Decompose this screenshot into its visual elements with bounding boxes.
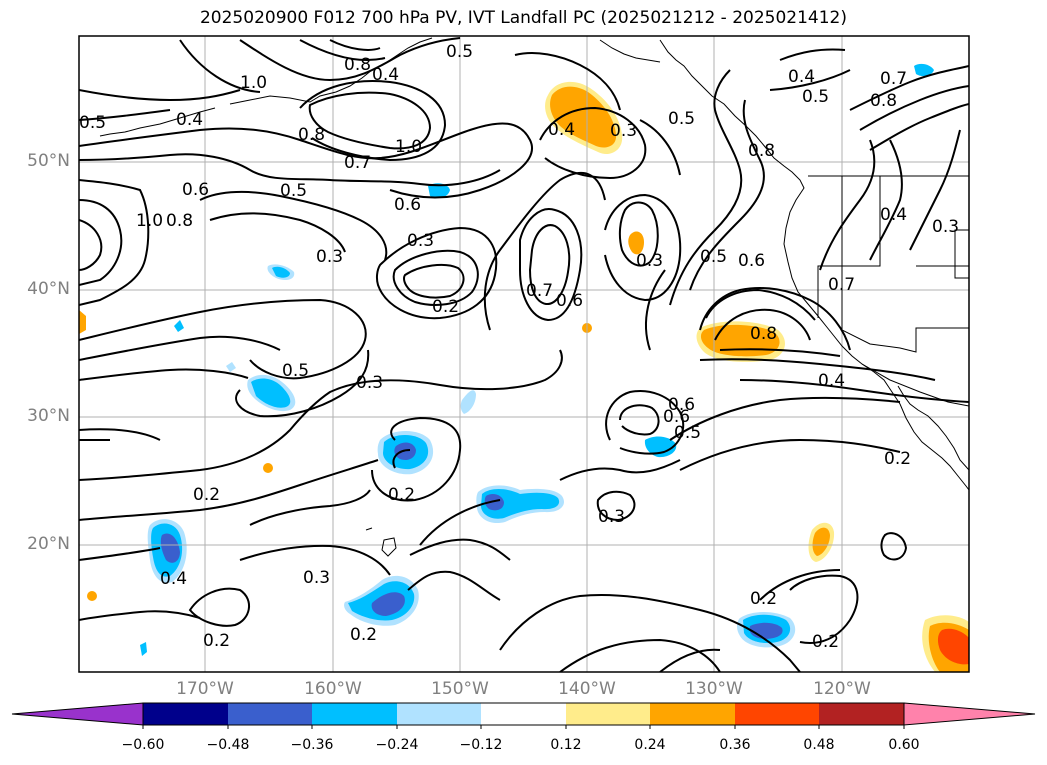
contour-label: 0.5 xyxy=(280,181,307,201)
shading-layer xyxy=(79,63,969,672)
contour-label: 0.3 xyxy=(932,217,959,237)
contour-label: 0.6 xyxy=(738,251,765,271)
colorbar-bin xyxy=(650,703,735,725)
contour-label: 0.3 xyxy=(636,251,663,271)
lon-label: 120°W xyxy=(813,679,871,699)
lon-label: 150°W xyxy=(431,679,489,699)
contour-label: 0.4 xyxy=(548,120,575,140)
contour-label: 0.8 xyxy=(750,324,777,344)
colorbar-extend-high xyxy=(903,702,1036,726)
lat-label: 40°N xyxy=(27,279,70,299)
contour-label: 0.5 xyxy=(802,87,829,107)
lat-label: 30°N xyxy=(27,406,70,426)
contour-label: 0.6 xyxy=(182,180,209,200)
colorbar-tick-label: 0.60 xyxy=(888,737,920,753)
contour-label: 0.4 xyxy=(176,110,203,130)
colorbar-bin xyxy=(397,703,481,725)
contour-label: 0.2 xyxy=(388,485,415,505)
lat-label: 50°N xyxy=(27,151,70,171)
colorbar-tick-label: −0.24 xyxy=(375,737,419,753)
lon-label: 160°W xyxy=(304,679,362,699)
lon-label: 130°W xyxy=(685,679,743,699)
colorbar-tick-label: 0.24 xyxy=(634,737,666,753)
contour-label: 0.2 xyxy=(884,449,911,469)
pv-contours xyxy=(79,37,969,672)
lat-label: 20°N xyxy=(27,534,70,554)
contour-label: 0.5 xyxy=(668,109,695,129)
colorbar-extend-low xyxy=(11,702,144,726)
contour-label: 0.7 xyxy=(828,275,855,295)
contour-label: 0.4 xyxy=(160,569,187,589)
contour-label: 0.5 xyxy=(79,113,106,133)
contour-label: 0.3 xyxy=(407,231,434,251)
contour-label: 0.8 xyxy=(748,141,775,161)
contour-label: 0.3 xyxy=(598,507,625,527)
contour-label: 0.8 xyxy=(344,55,371,75)
contour-label: 0.7 xyxy=(880,69,907,89)
contour-label: 0.4 xyxy=(372,65,399,85)
colorbar-bin xyxy=(143,703,228,725)
contour-label: 0.6 xyxy=(556,291,583,311)
colorbar-tick-label: 0.48 xyxy=(803,737,835,753)
contour-label: 0.2 xyxy=(812,632,839,652)
contour-label: 0.3 xyxy=(316,247,343,267)
contour-label: 0.5 xyxy=(674,423,701,443)
contour-label: 0.5 xyxy=(446,42,473,62)
contour-label: 0.8 xyxy=(166,211,193,231)
colorbar-bin xyxy=(312,703,397,725)
coastlines xyxy=(99,37,969,557)
contour-label: 0.2 xyxy=(350,625,377,645)
colorbar xyxy=(11,702,1036,729)
contour-label: 0.2 xyxy=(203,631,230,651)
gridlines xyxy=(79,36,969,672)
contour-label: 0.6 xyxy=(394,195,421,215)
colorbar-bin xyxy=(566,703,650,725)
map-title: 2025020900 F012 700 hPa PV, IVT Landfall… xyxy=(199,8,847,28)
contour-label: 0.3 xyxy=(356,373,383,393)
colorbar-bin xyxy=(819,703,904,725)
colorbar-tick-label: −0.36 xyxy=(290,737,334,753)
contour-label: 0.2 xyxy=(750,589,777,609)
plot-frame xyxy=(78,35,970,673)
contour-label: 0.2 xyxy=(193,485,220,505)
contour-label: 0.7 xyxy=(344,153,371,173)
north-america-coast xyxy=(659,39,969,491)
colorbar-bin xyxy=(228,703,312,725)
contour-label: 0.6 xyxy=(668,395,695,415)
contour-label: 1.0 xyxy=(136,211,163,231)
contour-label: 0.4 xyxy=(788,67,815,87)
contour-label: 0.7 xyxy=(526,281,553,301)
lon-label: 170°W xyxy=(176,679,234,699)
contour-label: 0.5 xyxy=(700,247,727,267)
contour-label: 1.0 xyxy=(240,73,267,93)
contour-label: 0.4 xyxy=(880,205,907,225)
alaska-coast xyxy=(229,37,433,105)
contour-labels: 0.5 0.8 0.4 1.0 0.4 0.5 0.8 0.7 1.0 0.5 … xyxy=(79,42,959,652)
colorbar-tick-label: −0.12 xyxy=(459,737,503,753)
contour-label: 0.4 xyxy=(818,371,845,391)
colorbar-tick-label: 0.36 xyxy=(719,737,751,753)
colorbar-bin xyxy=(481,703,566,725)
contour-label: 0.3 xyxy=(610,121,637,141)
contour-label: 0.8 xyxy=(870,91,897,111)
contour-label: 0.2 xyxy=(432,297,459,317)
contour-label: 1.0 xyxy=(395,137,422,157)
colorbar-bin xyxy=(735,703,819,725)
contour-label: 0.6 xyxy=(663,407,690,427)
contour-label: 0.5 xyxy=(282,361,309,381)
colorbar-tick-label: −0.48 xyxy=(206,737,250,753)
lon-label: 140°W xyxy=(558,679,616,699)
colorbar-tick-label: −0.60 xyxy=(121,737,165,753)
contour-label: 0.8 xyxy=(298,125,325,145)
colorbar-tick-label: 0.12 xyxy=(550,737,582,753)
contour-label: 0.3 xyxy=(303,568,330,588)
